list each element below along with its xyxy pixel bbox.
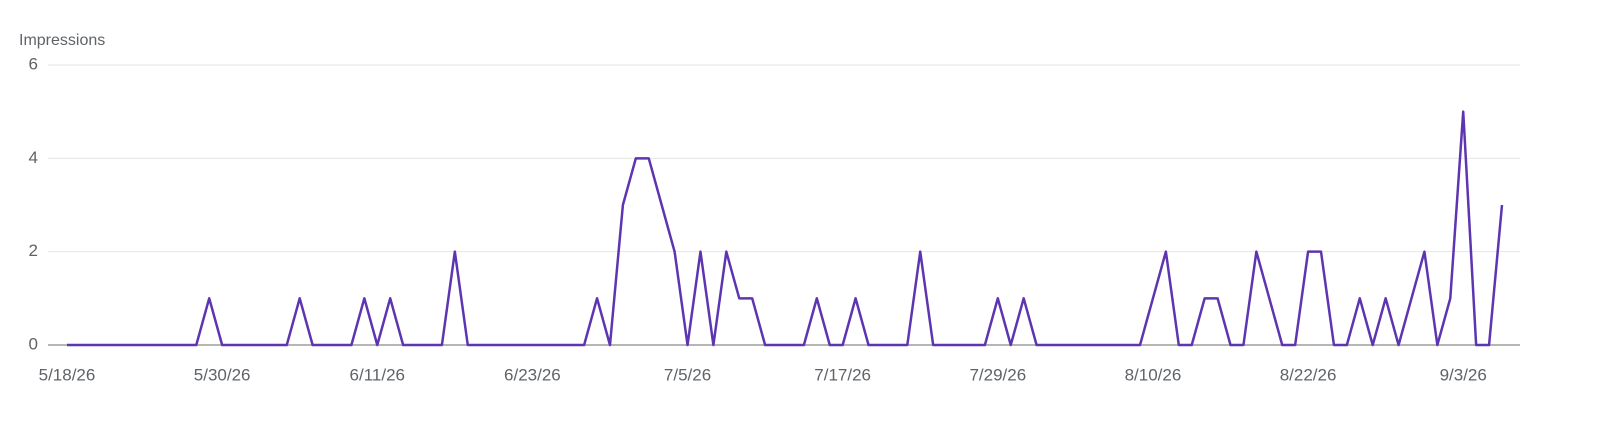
x-tick-label: 8/10/26: [1125, 365, 1182, 384]
x-tick-label: 7/17/26: [814, 365, 871, 384]
x-tick-label: 6/23/26: [504, 365, 561, 384]
y-axis-label: Impressions: [19, 32, 105, 49]
x-tick-label: 6/11/26: [350, 365, 405, 384]
x-tick-label: 5/30/26: [194, 365, 251, 384]
x-tick-label: 7/5/26: [664, 365, 711, 384]
y-tick-label: 6: [29, 54, 38, 73]
x-tick-label: 8/22/26: [1280, 365, 1337, 384]
x-tick-label: 9/3/26: [1440, 365, 1487, 384]
x-tick-label: 5/18/26: [39, 365, 96, 384]
y-tick-label: 2: [29, 241, 38, 260]
y-tick-label: 0: [29, 334, 38, 353]
y-tick-label: 4: [29, 148, 38, 167]
x-tick-label: 7/29/26: [969, 365, 1026, 384]
data-line: [67, 110, 1504, 347]
